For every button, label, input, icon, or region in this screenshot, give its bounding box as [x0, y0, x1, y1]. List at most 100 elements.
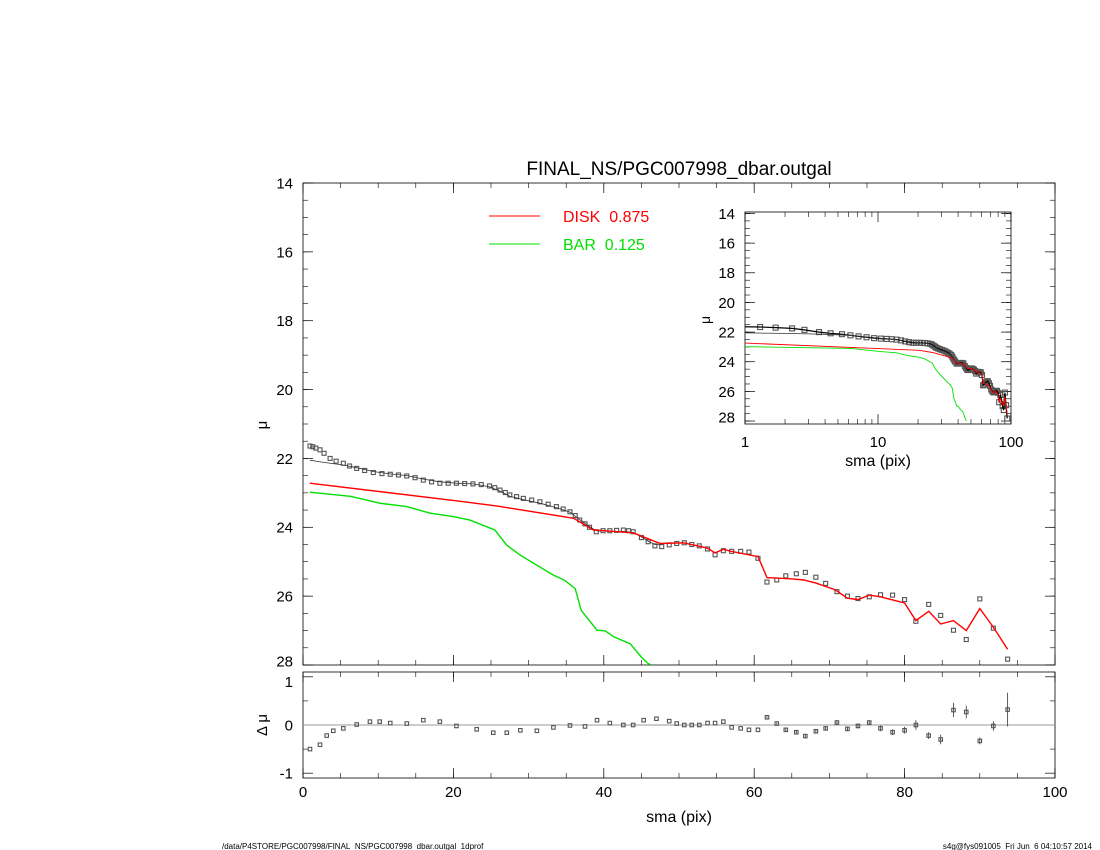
- main-data-point: [420, 477, 426, 483]
- residual-x-tick-label: 0: [299, 784, 307, 801]
- residual-point: [977, 738, 983, 744]
- main-data-point: [379, 471, 385, 477]
- main-data-point: [630, 529, 636, 535]
- inset-data-point: [933, 344, 940, 351]
- main-data-point: [963, 636, 969, 643]
- main-data-point: [514, 494, 520, 500]
- main-data-point: [327, 455, 333, 461]
- residual-point: [729, 725, 734, 730]
- residual-point: [878, 726, 883, 731]
- inset-bar-line: [745, 346, 967, 422]
- residual-point: [738, 726, 743, 731]
- residual-point: [764, 714, 770, 720]
- main-data-point: [950, 627, 957, 633]
- main-data-point: [802, 569, 808, 575]
- inset-data-point: [935, 345, 942, 352]
- residual-point: [474, 727, 480, 732]
- main-bar-line: [309, 491, 652, 665]
- residual-x-tick-label: 60: [746, 784, 763, 801]
- residual-point: [855, 723, 861, 729]
- main-data-point: [321, 450, 327, 456]
- main-plot: 14 16 18 20 22 24 26 28: [276, 175, 1056, 670]
- residual-point: [674, 721, 680, 726]
- residual-point: [823, 726, 828, 731]
- main-data-point: [938, 612, 944, 618]
- inset-y-tick-label: 26: [718, 384, 735, 401]
- residual-point: [712, 720, 718, 726]
- main-disk-line: [309, 482, 1009, 650]
- main-y-tick-label: 16: [276, 244, 293, 261]
- residual-point: [755, 727, 761, 733]
- residual-point: [926, 733, 931, 738]
- residual-point: [666, 718, 672, 724]
- residual-point: [866, 720, 872, 725]
- main-data-point: [659, 544, 665, 550]
- residual-point: [641, 717, 646, 723]
- residual-point: [307, 746, 313, 752]
- inset-disk-line: [745, 342, 1008, 415]
- residual-point: [504, 730, 510, 736]
- main-data-point: [445, 480, 451, 486]
- main-data-point: [310, 444, 316, 450]
- residual-point: [689, 722, 695, 728]
- main-data-point: [333, 458, 339, 464]
- residual-point: [454, 723, 459, 729]
- inset-y-tick-label: 18: [718, 265, 735, 282]
- residual-point: [534, 728, 540, 734]
- residual-point: [594, 717, 600, 723]
- residual-point: [890, 729, 895, 735]
- main-data-point: [977, 596, 983, 602]
- chart-title: FINAL_NS/PGC007998_dbar.outgal: [526, 159, 831, 180]
- residual-point: [341, 726, 346, 731]
- main-data-point: [520, 495, 526, 501]
- main-y-axis-label: μ: [254, 421, 271, 430]
- inset-y-axis-label: μ: [697, 316, 713, 324]
- main-data-point: [793, 571, 799, 577]
- residual-point: [813, 728, 819, 734]
- main-data-point: [1005, 656, 1011, 662]
- residual-point: [607, 720, 613, 726]
- residual-point: [437, 719, 443, 724]
- inset-x-axis-label: sma (pix): [845, 453, 911, 470]
- residual-point: [387, 720, 393, 726]
- residual-x-axis-label: sma (pix): [646, 809, 712, 826]
- residual-point: [697, 722, 702, 728]
- residual-point: [567, 723, 573, 728]
- residual-point: [518, 727, 523, 733]
- main-data-point: [572, 513, 578, 519]
- residual-point: [367, 719, 373, 724]
- residual-point: [421, 717, 426, 723]
- inset-data-group: [745, 323, 1011, 422]
- residual-point: [404, 721, 410, 726]
- residual-y-tick-label: -1: [280, 766, 293, 783]
- residual-point: [845, 726, 850, 732]
- inset-x-tick-label: 10: [870, 434, 887, 451]
- residual-point: [324, 733, 329, 738]
- main-data-point: [437, 480, 443, 486]
- residual-point: [951, 707, 956, 713]
- residual-point: [317, 742, 323, 748]
- main-y-tick-label: 24: [276, 520, 293, 537]
- residual-point: [803, 733, 808, 739]
- main-data-point: [926, 601, 932, 607]
- main-data-point: [317, 447, 323, 453]
- inset-total-model-line: [745, 332, 969, 370]
- main-data-point: [813, 574, 819, 580]
- residual-point: [621, 722, 626, 728]
- residual-point: [913, 722, 919, 728]
- residual-point: [331, 728, 336, 734]
- residual-point: [582, 724, 588, 729]
- residual-y-tick-label: 1: [285, 674, 293, 691]
- inset-x-tick-label: 1: [741, 434, 749, 451]
- main-y-tick-label: 28: [276, 653, 293, 670]
- main-data-point: [890, 592, 896, 598]
- main-y-tick-label: 20: [276, 382, 293, 399]
- residual-point: [354, 722, 359, 727]
- residual-point: [551, 725, 556, 730]
- residual-x-tick-label: 80: [896, 784, 913, 801]
- inset-x-tick-label: 100: [998, 434, 1023, 451]
- residual-point: [794, 729, 799, 735]
- residual-point: [490, 730, 496, 736]
- residual-point: [1005, 707, 1010, 712]
